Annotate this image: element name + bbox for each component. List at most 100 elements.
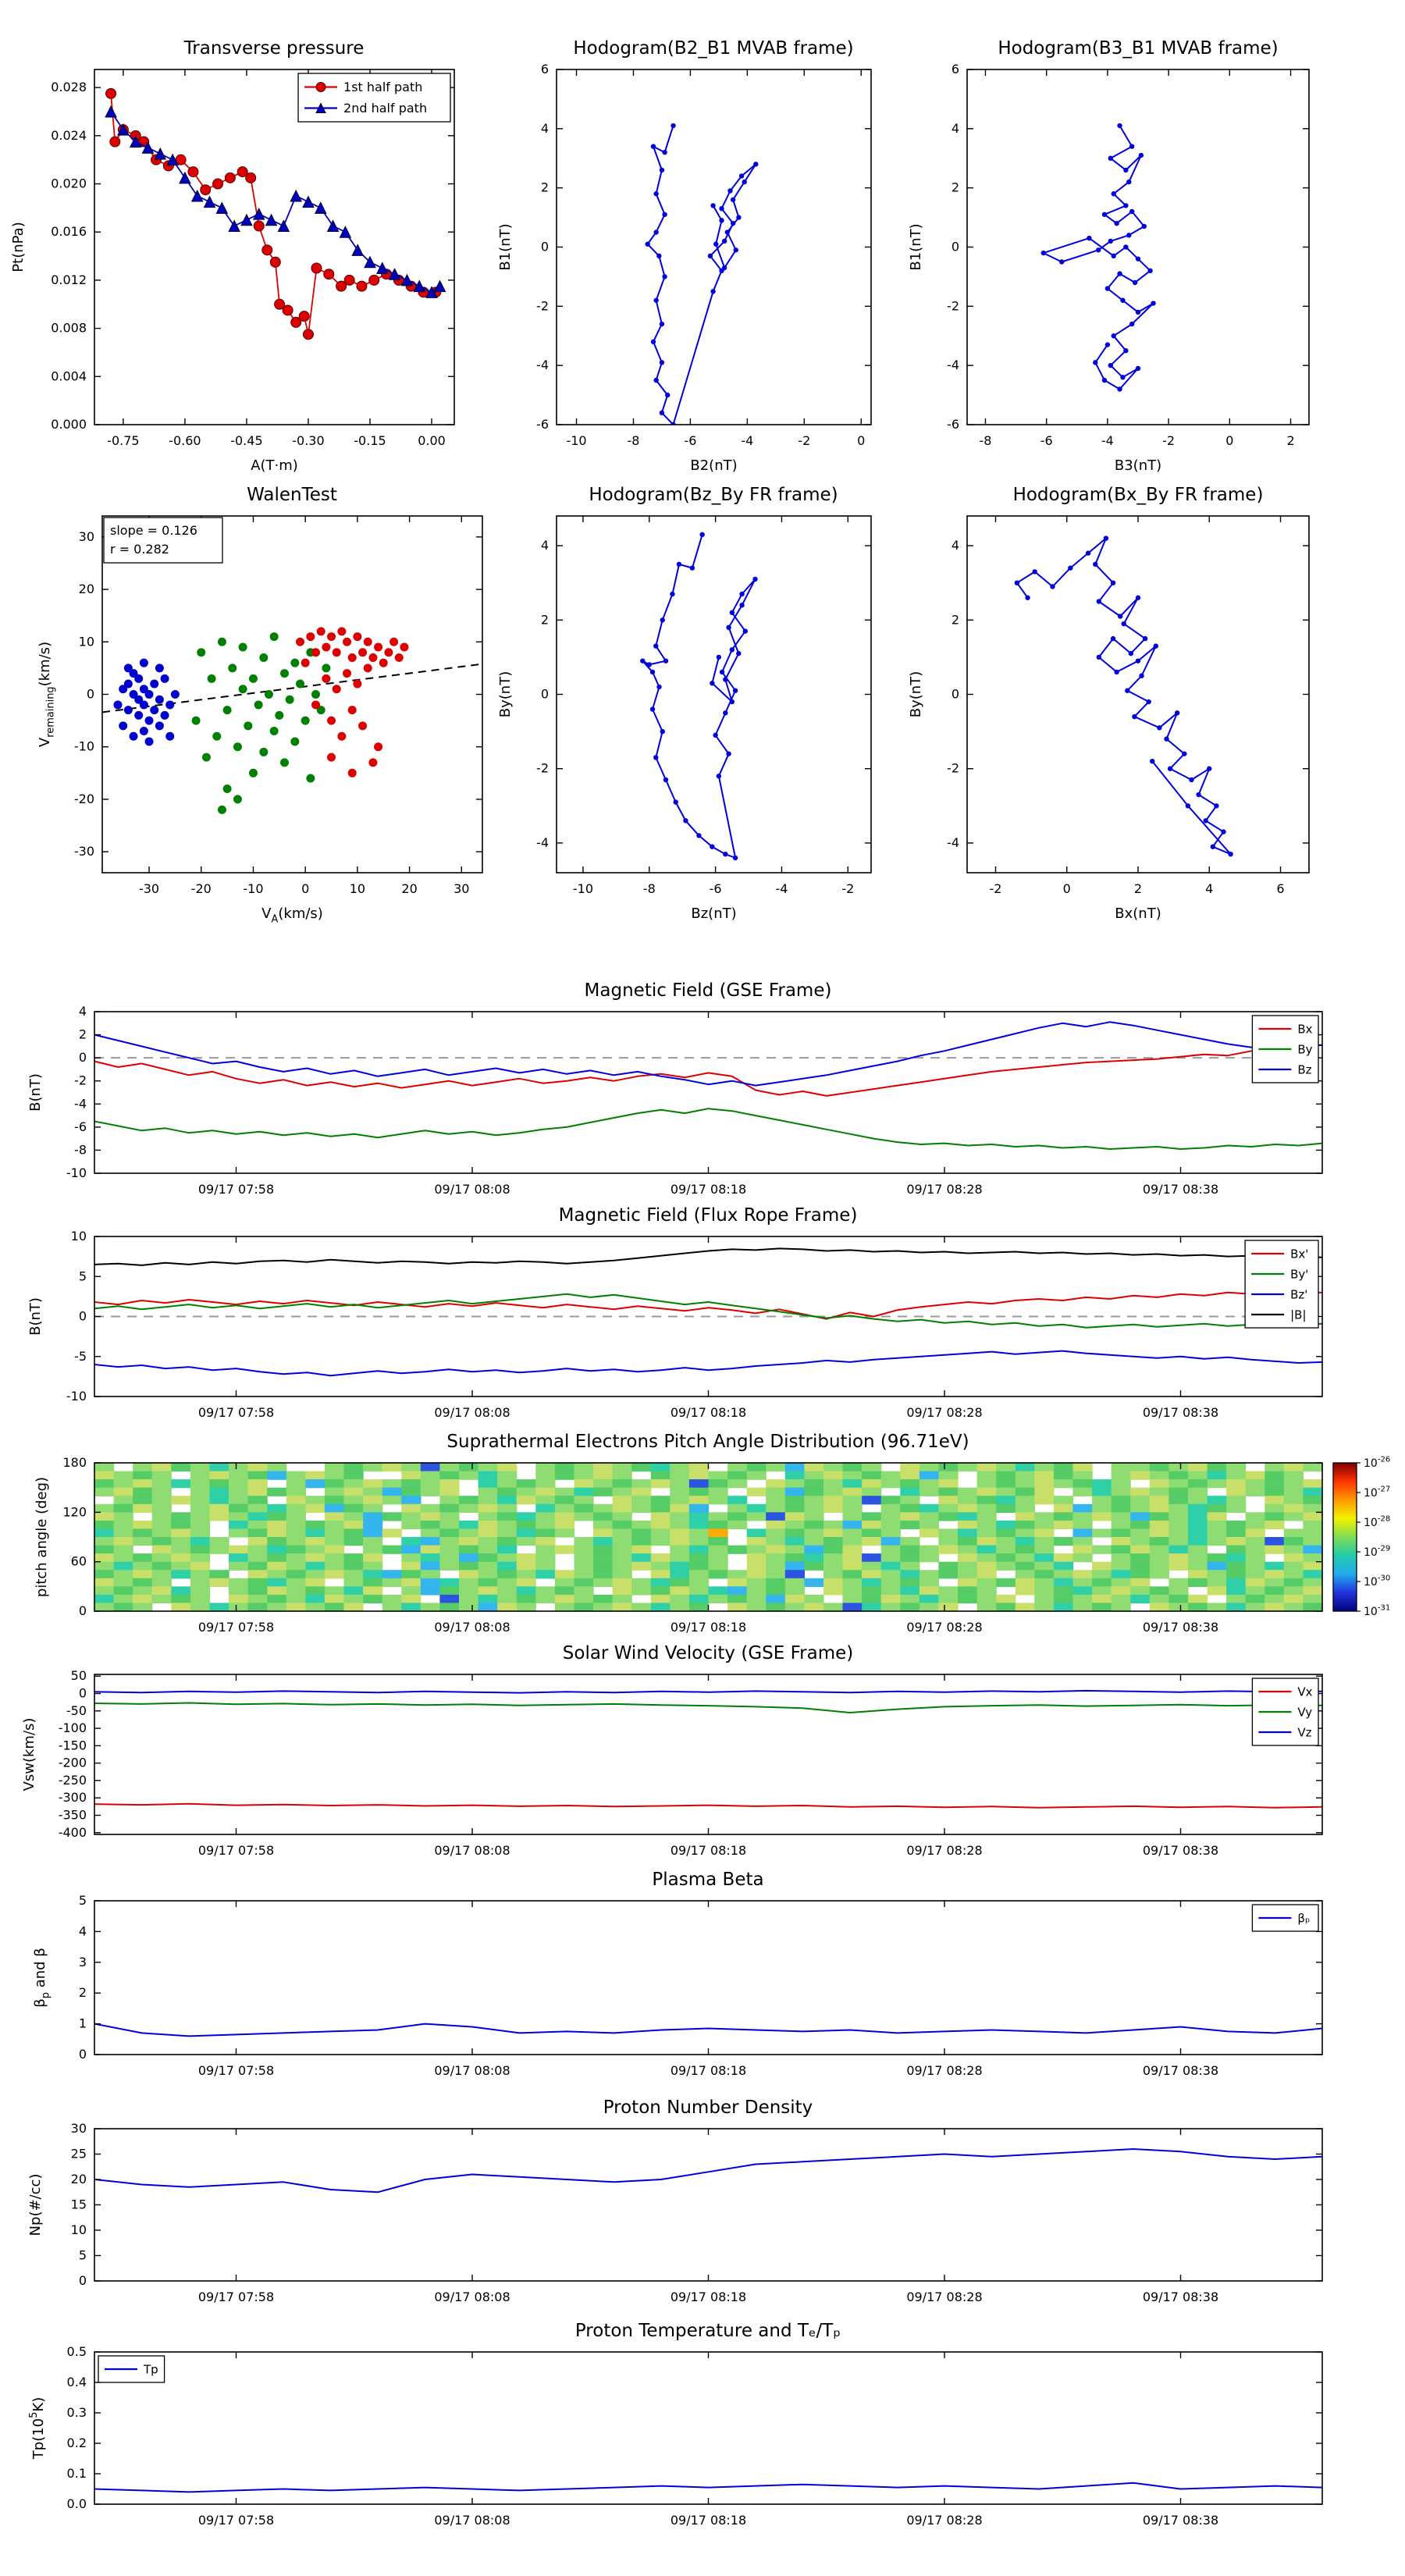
- marker-dot: [1125, 688, 1130, 693]
- marker-dot: [306, 632, 315, 642]
- x-tick-label: 09/17 07:58: [198, 1182, 274, 1197]
- x-tick-label: 09/17 08:18: [670, 2290, 746, 2304]
- x-tick-label: 09/17 08:28: [906, 1843, 982, 1858]
- y-tick-label: 2: [951, 180, 959, 195]
- marker-circle: [282, 304, 293, 316]
- plot-area: [94, 1247, 1322, 1377]
- marker-dot: [353, 679, 362, 688]
- x-tick-label: 09/17 07:58: [198, 2290, 274, 2304]
- series-by: [94, 1293, 1322, 1329]
- x-tick-label: -4: [741, 433, 753, 448]
- marker-triangle: [425, 286, 438, 298]
- marker-dot: [228, 664, 237, 673]
- x-tick-label: 09/17 08:28: [906, 1182, 982, 1197]
- marker-dot: [233, 795, 242, 804]
- panel-walen: -30 -20 -10 0 10 20 30 -30 -20 -10 0 10 20 30 VA(km/s)…: [37, 515, 483, 925]
- colorbar-label: 10-31: [1364, 1604, 1390, 1618]
- axes-frame: [94, 2128, 1323, 2282]
- y-tick-label: -4: [947, 358, 959, 372]
- marker-dot: [1135, 256, 1141, 262]
- marker-dot: [1093, 360, 1098, 365]
- x-tick-label: 09/17 07:58: [198, 2063, 274, 2078]
- x-tick-label: 20: [401, 881, 417, 896]
- x-tick-label: -6: [684, 433, 696, 448]
- marker-dot: [279, 669, 289, 678]
- marker-dot: [660, 617, 665, 623]
- marker-triangle: [215, 201, 229, 214]
- y-axis-label: Vsw(km/s): [21, 1718, 37, 1791]
- y-tick-label: -2: [74, 1073, 87, 1088]
- marker-triangle: [413, 279, 426, 293]
- marker-dot: [729, 610, 735, 615]
- series-by: [94, 1108, 1322, 1150]
- marker-dot: [1189, 777, 1194, 783]
- marker-dot: [311, 648, 321, 657]
- marker-dot: [1123, 348, 1129, 354]
- y-tick-label: 0.0: [67, 2496, 87, 2511]
- y-tick-label: -2: [947, 761, 959, 776]
- marker-dot: [1110, 580, 1116, 585]
- marker-dot: [134, 710, 144, 720]
- series-2nd-half-path: [110, 111, 441, 294]
- y-tick-label: 0: [79, 1309, 87, 1324]
- fit-line: [102, 663, 482, 713]
- marker-dot: [1096, 599, 1102, 604]
- marker-dot: [716, 774, 722, 779]
- y-tick-label: 60: [71, 1554, 87, 1569]
- y-axis-label: B1(nT): [908, 223, 924, 270]
- markers-outbound: [296, 627, 409, 777]
- y-tick-label: 4: [79, 1923, 87, 1938]
- x-tick-label: -0.45: [230, 433, 262, 448]
- marker-dot: [1185, 803, 1191, 809]
- marker-dot: [384, 648, 393, 657]
- x-tick-label: -0.30: [292, 433, 324, 448]
- marker-dot: [738, 173, 745, 179]
- marker-dot: [144, 737, 154, 746]
- series-hodogram: [1016, 537, 1232, 856]
- marker-dot: [732, 688, 738, 693]
- marker-dot: [311, 690, 321, 699]
- marker-dot: [129, 690, 138, 699]
- marker-circle: [261, 244, 273, 256]
- marker-triangle: [117, 123, 130, 136]
- marker-dot: [222, 706, 232, 715]
- series-bz: [94, 1350, 1322, 1377]
- x-tick-label: -8: [643, 881, 656, 896]
- marker-dot: [662, 212, 667, 217]
- x-tick-label: -2: [1162, 433, 1175, 448]
- panel-pitch: 09/17 07:58 09/17 08:08 09/17 08:18 09/17 0…: [34, 1455, 1390, 1635]
- marker-dot: [1139, 673, 1144, 678]
- y-tick-label: -250: [59, 1773, 87, 1788]
- y-tick-label: 2: [951, 612, 959, 627]
- y-tick-label: 0: [541, 687, 549, 702]
- marker-dot: [1123, 244, 1129, 250]
- y-tick-label: 2: [541, 612, 549, 627]
- x-tick-label: 30: [454, 881, 469, 896]
- axes-frame: [966, 69, 1310, 425]
- y-tick-label: 30: [71, 2121, 87, 2136]
- marker-dot: [736, 650, 742, 656]
- y-tick-label: 3: [79, 1955, 87, 1969]
- marker-dot: [653, 755, 659, 760]
- marker-dot: [160, 710, 169, 720]
- marker-circle: [311, 262, 322, 274]
- marker-dot: [1095, 247, 1101, 253]
- marker-triangle: [351, 244, 364, 256]
- marker-dot: [150, 679, 159, 688]
- marker-dot: [1114, 220, 1119, 226]
- marker-dot: [259, 653, 269, 662]
- x-tick-label: 09/17 07:58: [198, 2513, 274, 2528]
- marker-dot: [296, 679, 305, 688]
- x-tick-label: 09/17 08:38: [1143, 1182, 1218, 1197]
- y-tick-label: 10: [79, 634, 94, 649]
- marker-dot: [659, 321, 665, 327]
- marker-dot: [689, 565, 695, 571]
- legend: Bx' By' Bz' |B|: [1244, 1240, 1319, 1329]
- x-tick-label: -0.15: [354, 433, 386, 448]
- marker-dot: [322, 674, 331, 683]
- marker-circle: [105, 87, 117, 99]
- series-bx: [94, 1290, 1322, 1320]
- y-tick-label: 4: [951, 121, 959, 136]
- y-tick-label: 4: [541, 538, 549, 553]
- y-tick-label: -400: [59, 1825, 87, 1840]
